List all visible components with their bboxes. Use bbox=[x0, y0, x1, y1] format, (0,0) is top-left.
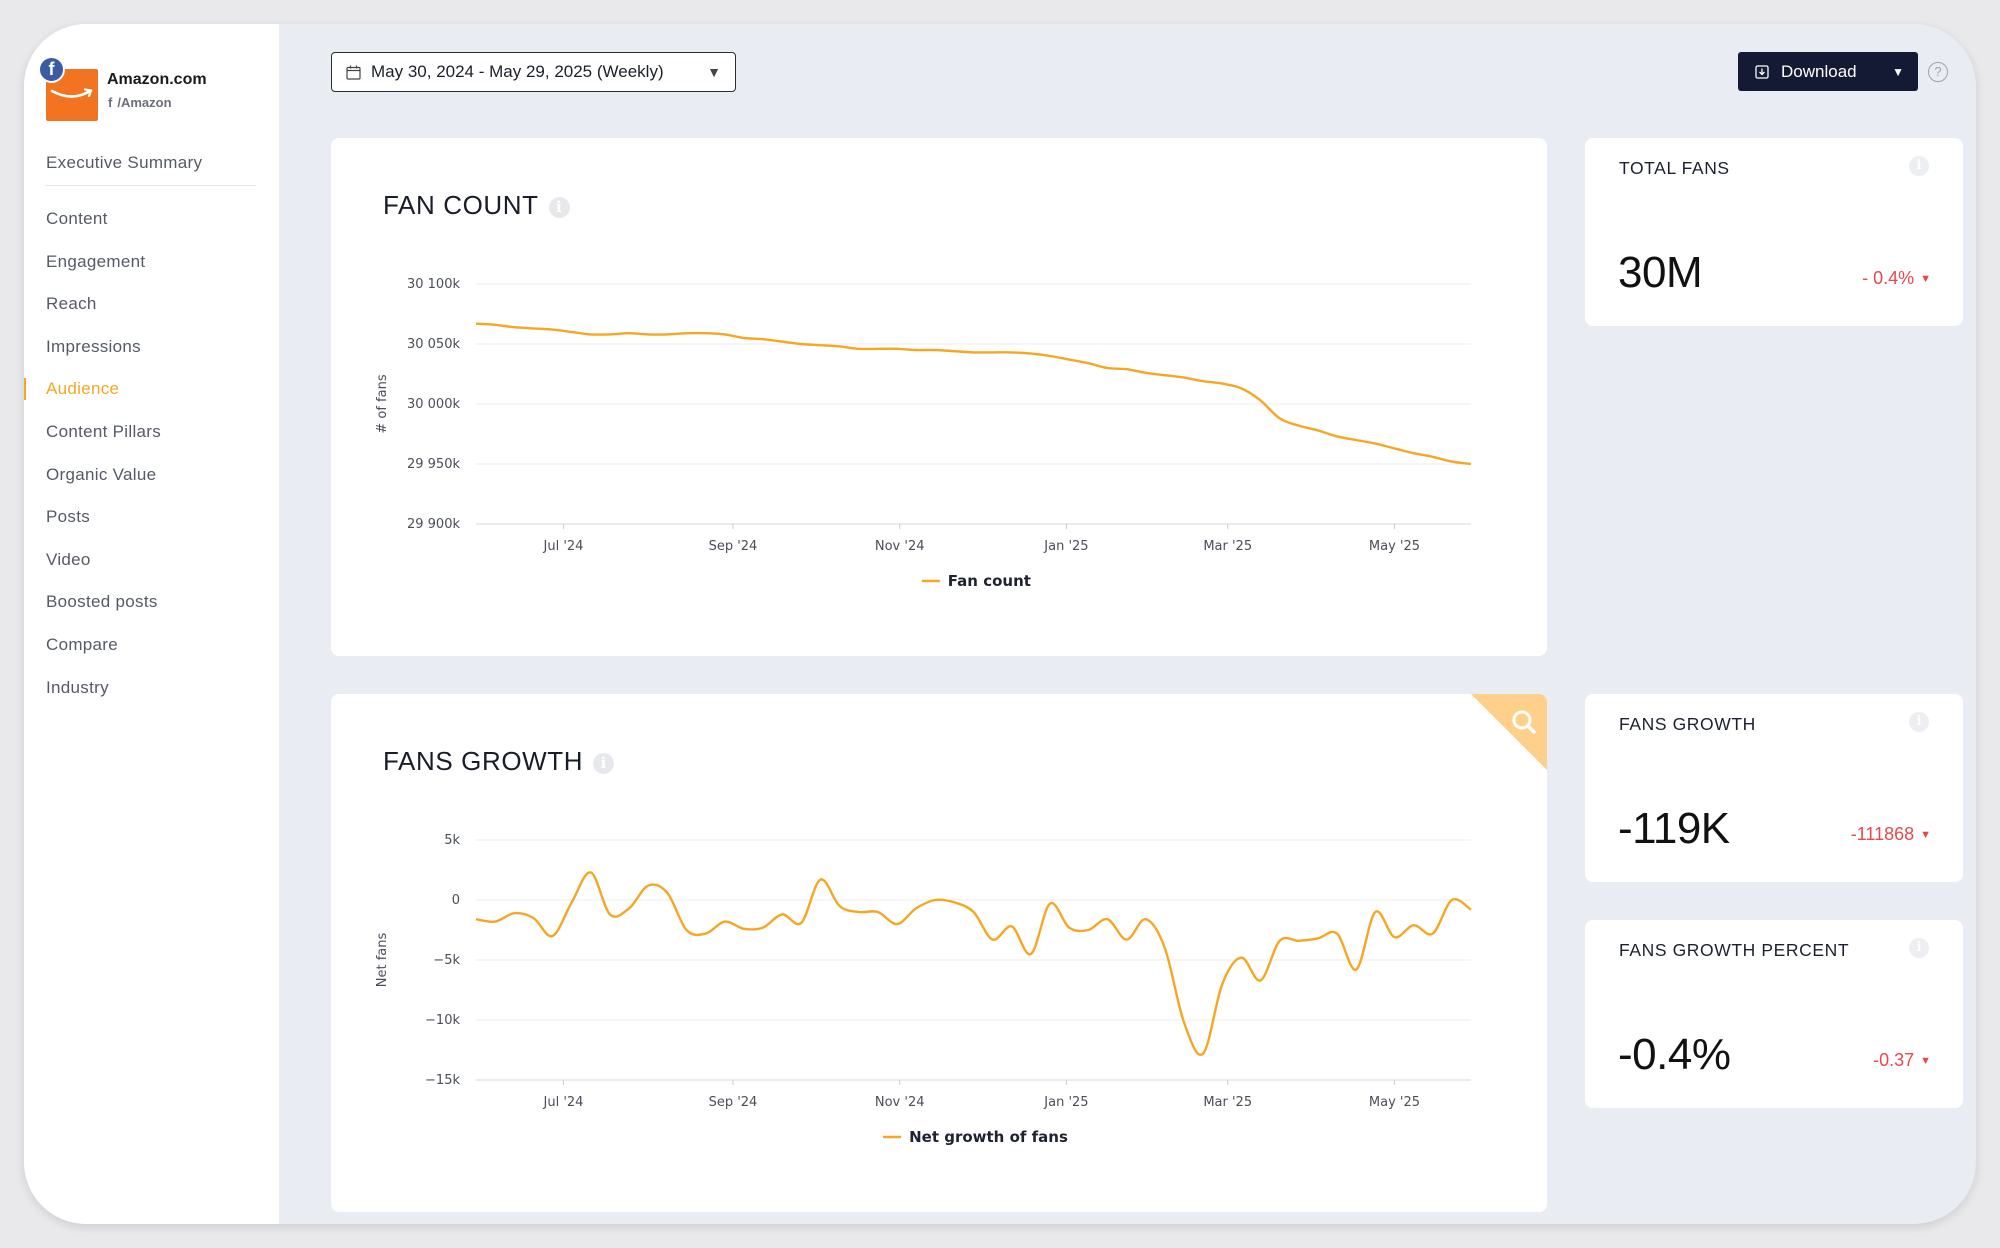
total-fans-card: TOTAL FANS i 30M - 0.4% ▼ bbox=[1585, 138, 1963, 326]
help-icon[interactable]: ? bbox=[1928, 62, 1948, 82]
y-tick-label: 29 950k bbox=[407, 457, 460, 472]
x-tick-label: Nov '24 bbox=[875, 539, 925, 554]
stat-change: -111868 ▼ bbox=[1851, 824, 1931, 845]
date-range-picker[interactable]: May 30, 2024 - May 29, 2025 (Weekly) ▼ bbox=[331, 52, 736, 92]
sidebar-item-boosted-posts[interactable]: Boosted posts bbox=[46, 592, 158, 612]
x-tick-label: Mar '25 bbox=[1203, 1095, 1252, 1110]
sidebar-nav: Executive Summary Content Engagement Rea… bbox=[24, 142, 256, 709]
fans-growth-percent-card: FANS GROWTH PERCENT i -0.4% -0.37 ▼ bbox=[1585, 920, 1963, 1108]
x-tick-label: Nov '24 bbox=[875, 1095, 925, 1110]
sidebar-item-compare[interactable]: Compare bbox=[46, 634, 119, 654]
stat-value: -119K bbox=[1618, 804, 1730, 853]
series-line[interactable] bbox=[475, 871, 1472, 1057]
app-window: f Amazon.com f/Amazon Executive Summary … bbox=[24, 24, 1976, 1224]
amazon-smile-icon bbox=[50, 88, 93, 98]
x-tick-label: May '25 bbox=[1369, 1095, 1420, 1110]
brand-handle-text: /Amazon bbox=[117, 95, 172, 110]
x-tick-label: Mar '25 bbox=[1203, 539, 1252, 554]
info-icon[interactable]: i bbox=[1909, 938, 1929, 958]
x-tick-label: Jul '24 bbox=[543, 539, 584, 554]
stat-label: FANS GROWTH PERCENT bbox=[1619, 940, 1850, 960]
brand-handle[interactable]: f/Amazon bbox=[108, 95, 172, 110]
series-line[interactable] bbox=[475, 322, 1472, 466]
stat-value: -0.4% bbox=[1618, 1030, 1731, 1079]
stat-change-text: - 0.4% bbox=[1862, 268, 1915, 288]
y-tick-label: 29 900k bbox=[407, 517, 460, 532]
sidebar-item-content-pillars[interactable]: Content Pillars bbox=[46, 421, 162, 441]
facebook-icon: f bbox=[38, 56, 65, 83]
info-icon[interactable]: i bbox=[1909, 712, 1929, 732]
info-icon[interactable]: i bbox=[548, 196, 570, 218]
brand-header: f Amazon.com f/Amazon bbox=[38, 46, 276, 126]
fan-count-title-text: FAN COUNT bbox=[383, 190, 539, 220]
y-tick-label: 5k bbox=[444, 833, 460, 848]
stat-change-text: -0.37 bbox=[1873, 1050, 1915, 1070]
fans-growth-chart: 5k 0 −5k −10k −15k Jul '24 Sep '24 Nov '24 Jan '… bbox=[375, 833, 1472, 1146]
y-tick-label: 30 000k bbox=[407, 397, 460, 412]
caret-down-icon: ▼ bbox=[1920, 273, 1931, 286]
sidebar-item-video[interactable]: Video bbox=[46, 549, 91, 569]
brand-name: Amazon.com bbox=[107, 71, 207, 88]
caret-down-icon: ▼ bbox=[1920, 829, 1931, 842]
fans-growth-card: FANS GROWTH i 5k 0 −5k −10k −15k Jul '24 Sep '2… bbox=[331, 694, 1547, 1212]
sidebar-item-posts[interactable]: Posts bbox=[46, 507, 91, 527]
sidebar-item-content[interactable]: Content bbox=[46, 209, 108, 228]
chevron-down-icon[interactable]: ▼ bbox=[1892, 64, 1904, 79]
fans-growth-title-text: FANS GROWTH bbox=[383, 746, 584, 776]
y-axis-label: # of fans bbox=[375, 374, 390, 433]
stat-label: FANS GROWTH bbox=[1619, 714, 1756, 734]
fans-growth-stat-card: FANS GROWTH i -119K -111868 ▼ bbox=[1585, 694, 1963, 882]
info-icon[interactable]: i bbox=[593, 752, 615, 774]
y-tick-label: 30 050k bbox=[407, 337, 460, 352]
sidebar: f Amazon.com f/Amazon Executive Summary … bbox=[24, 24, 279, 1224]
download-label: Download bbox=[1781, 61, 1857, 81]
fan-count-chart: 30 100k 30 050k 30 000k 29 950k 29 900k Jul '… bbox=[375, 277, 1472, 590]
y-axis-label: Net fans bbox=[375, 933, 390, 988]
y-tick-label: −5k bbox=[433, 953, 460, 968]
x-tick-label: May '25 bbox=[1369, 539, 1420, 554]
date-range-text: May 30, 2024 - May 29, 2025 (Weekly) bbox=[371, 62, 664, 81]
sidebar-item-engagement[interactable]: Engagement bbox=[46, 251, 146, 271]
stat-change-text: -111868 bbox=[1850, 824, 1915, 844]
fan-count-card: FAN COUNT i 30 100k 30 050k 30 000k 29 950k 2… bbox=[331, 138, 1547, 656]
x-tick-label: Sep '24 bbox=[709, 539, 758, 554]
stat-value: 30M bbox=[1618, 248, 1703, 297]
sidebar-item-executive-summary[interactable]: Executive Summary bbox=[46, 142, 256, 186]
sidebar-item-audience[interactable]: Audience bbox=[24, 368, 256, 411]
fans-growth-title: FANS GROWTH i bbox=[383, 746, 615, 777]
x-tick-label: Jan '25 bbox=[1043, 1095, 1088, 1110]
sidebar-item-impressions[interactable]: Impressions bbox=[46, 336, 141, 356]
stat-label: TOTAL FANS bbox=[1619, 158, 1730, 178]
chevron-down-icon: ▼ bbox=[707, 64, 721, 80]
facebook-mini-icon: f bbox=[108, 95, 113, 110]
y-tick-label: −15k bbox=[425, 1073, 460, 1088]
legend-label[interactable]: Net growth of fans bbox=[909, 1128, 1068, 1146]
x-tick-label: Sep '24 bbox=[709, 1095, 758, 1110]
x-tick-label: Jan '25 bbox=[1043, 539, 1088, 554]
sidebar-item-reach[interactable]: Reach bbox=[46, 294, 97, 314]
stat-change: -0.37 ▼ bbox=[1873, 1050, 1931, 1071]
search-icon[interactable] bbox=[1471, 694, 1547, 770]
download-icon bbox=[1755, 64, 1769, 79]
stat-change: - 0.4% ▼ bbox=[1862, 268, 1931, 289]
x-tick-label: Jul '24 bbox=[543, 1095, 584, 1110]
download-button[interactable]: Download ▼ bbox=[1738, 52, 1918, 91]
caret-down-icon: ▼ bbox=[1920, 1055, 1931, 1068]
y-tick-label: −10k bbox=[425, 1013, 460, 1028]
sidebar-item-organic-value[interactable]: Organic Value bbox=[46, 464, 157, 484]
fan-count-title: FAN COUNT i bbox=[383, 190, 570, 221]
info-icon[interactable]: i bbox=[1909, 156, 1929, 176]
y-tick-label: 0 bbox=[452, 893, 460, 908]
calendar-icon bbox=[346, 65, 361, 80]
legend-label[interactable]: Fan count bbox=[948, 572, 1031, 590]
sidebar-item-industry[interactable]: Industry bbox=[46, 677, 109, 697]
y-tick-label: 30 100k bbox=[407, 277, 460, 292]
